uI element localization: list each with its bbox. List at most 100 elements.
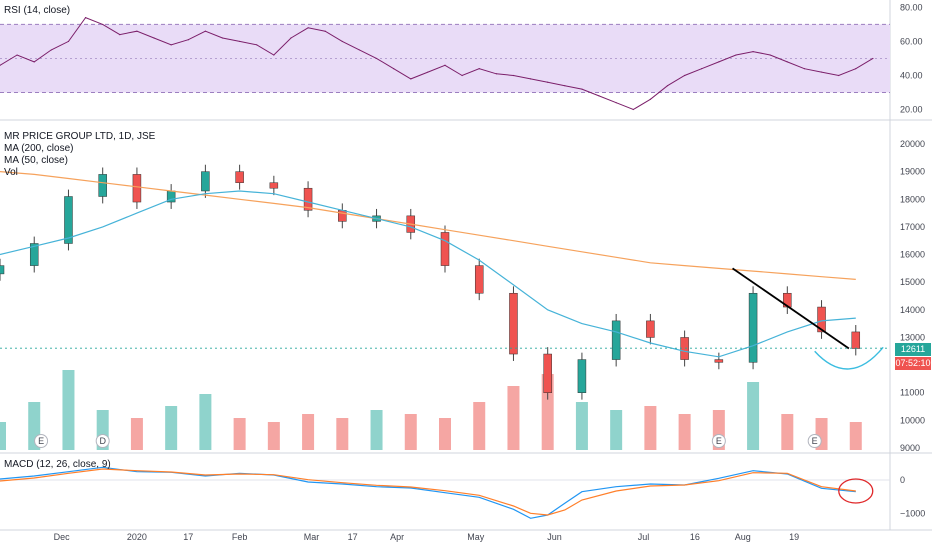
rsi-point [872, 57, 874, 60]
price-tick-label: 16000 [900, 250, 925, 260]
rsi-tick-label: 80.00 [900, 2, 923, 12]
rsi-point [273, 54, 275, 56]
candle-body [714, 359, 724, 363]
time-tick-label: 2020 [127, 532, 147, 542]
rsi-tick-label: 40.00 [900, 70, 923, 80]
rsi-point [358, 49, 361, 51]
rsi-point [375, 57, 378, 60]
volume-bar [62, 370, 75, 450]
candle-body [235, 171, 244, 183]
signal-line [0, 468, 856, 516]
rsi-tick-label: 20.00 [900, 104, 923, 114]
rsi-point [786, 61, 788, 63]
rsi-point [170, 44, 172, 46]
volume-bar [747, 382, 760, 450]
rsi-point [187, 39, 189, 41]
candle-body [303, 187, 313, 211]
ma50-label: MA (50, close) [4, 155, 68, 166]
event-marker-label: E [716, 436, 722, 446]
macd-line [0, 466, 856, 519]
candle-body [440, 232, 450, 266]
time-tick-label: Aug [735, 532, 751, 542]
rsi-point [495, 73, 497, 75]
candle-body [611, 320, 621, 360]
volume-bar [507, 386, 520, 450]
volume-bar [575, 402, 588, 450]
rsi-point [855, 68, 857, 70]
price-tick-label: 9000 [900, 443, 920, 453]
rsi-point [512, 74, 515, 77]
rsi-panel [0, 16, 890, 111]
candle-body [201, 171, 210, 192]
time-tick-label: 19 [789, 532, 799, 542]
time-tick-label: Mar [304, 532, 320, 542]
rsi-point [410, 78, 412, 80]
volume-bar [302, 414, 315, 450]
candle-body [851, 331, 861, 349]
volume-bar [644, 406, 657, 450]
price-tick-label: 14000 [900, 305, 925, 315]
annotation-arc [814, 346, 884, 370]
time-tick-label: Jul [638, 532, 650, 542]
time-tick-label: May [467, 532, 485, 542]
rsi-point [153, 37, 155, 39]
price-tick-label: 18000 [900, 194, 925, 204]
last-price-tag: 12611 [895, 343, 931, 356]
countdown-tag: 07:52:10 [895, 357, 931, 370]
price-tick-label: 17000 [900, 222, 925, 232]
rsi-point [136, 30, 138, 32]
event-marker [807, 434, 822, 448]
time-tick-label: Dec [54, 532, 71, 542]
rsi-point [84, 17, 87, 19]
candle-body [0, 265, 5, 275]
rsi-point [632, 108, 634, 111]
volume-bar [199, 394, 212, 450]
candle-body [646, 320, 655, 338]
macd-tick-label: 0 [900, 475, 905, 485]
rsi-point [598, 95, 600, 97]
volume-bar [233, 418, 246, 450]
event-marker [95, 434, 110, 448]
rsi-point [529, 78, 532, 80]
vol-label: Vol [4, 167, 18, 178]
rsi-point [564, 85, 566, 87]
macd-panel [0, 466, 890, 519]
volume-layer [0, 370, 862, 450]
time-tick-label: Apr [390, 532, 404, 542]
volume-bar [404, 414, 417, 450]
rsi-point [239, 40, 241, 43]
annotation-circle [838, 478, 874, 504]
rsi-point [478, 68, 480, 70]
volume-bar [267, 422, 280, 450]
volume-bar [0, 422, 6, 450]
rsi-point [307, 27, 309, 29]
rsi-point [444, 64, 446, 66]
rsi-point [324, 30, 326, 32]
rsi-point [102, 23, 104, 26]
volume-bar [678, 414, 691, 450]
candle-body [474, 265, 484, 294]
rsi-tick-label: 60.00 [900, 36, 923, 46]
rsi-point [50, 49, 52, 51]
ma200-line [0, 171, 856, 280]
candle-body [98, 174, 107, 197]
time-tick-label: 16 [690, 532, 700, 542]
rsi-point [547, 81, 549, 83]
ma50-line [0, 190, 856, 358]
rsi-line [0, 16, 874, 111]
volume-bar [541, 374, 554, 450]
rsi-point [752, 51, 754, 53]
rsi-point [701, 68, 703, 70]
ma200-label: MA (200, close) [4, 143, 74, 154]
price-tick-label: 11000 [900, 388, 924, 398]
rsi-point [0, 64, 1, 66]
rsi-point [204, 30, 206, 32]
rsi-point [256, 44, 258, 46]
volume-bar [130, 418, 143, 450]
price-tick-label: 19000 [900, 167, 925, 177]
volume-bar [336, 418, 349, 450]
price-tick-label: 10000 [900, 415, 925, 425]
